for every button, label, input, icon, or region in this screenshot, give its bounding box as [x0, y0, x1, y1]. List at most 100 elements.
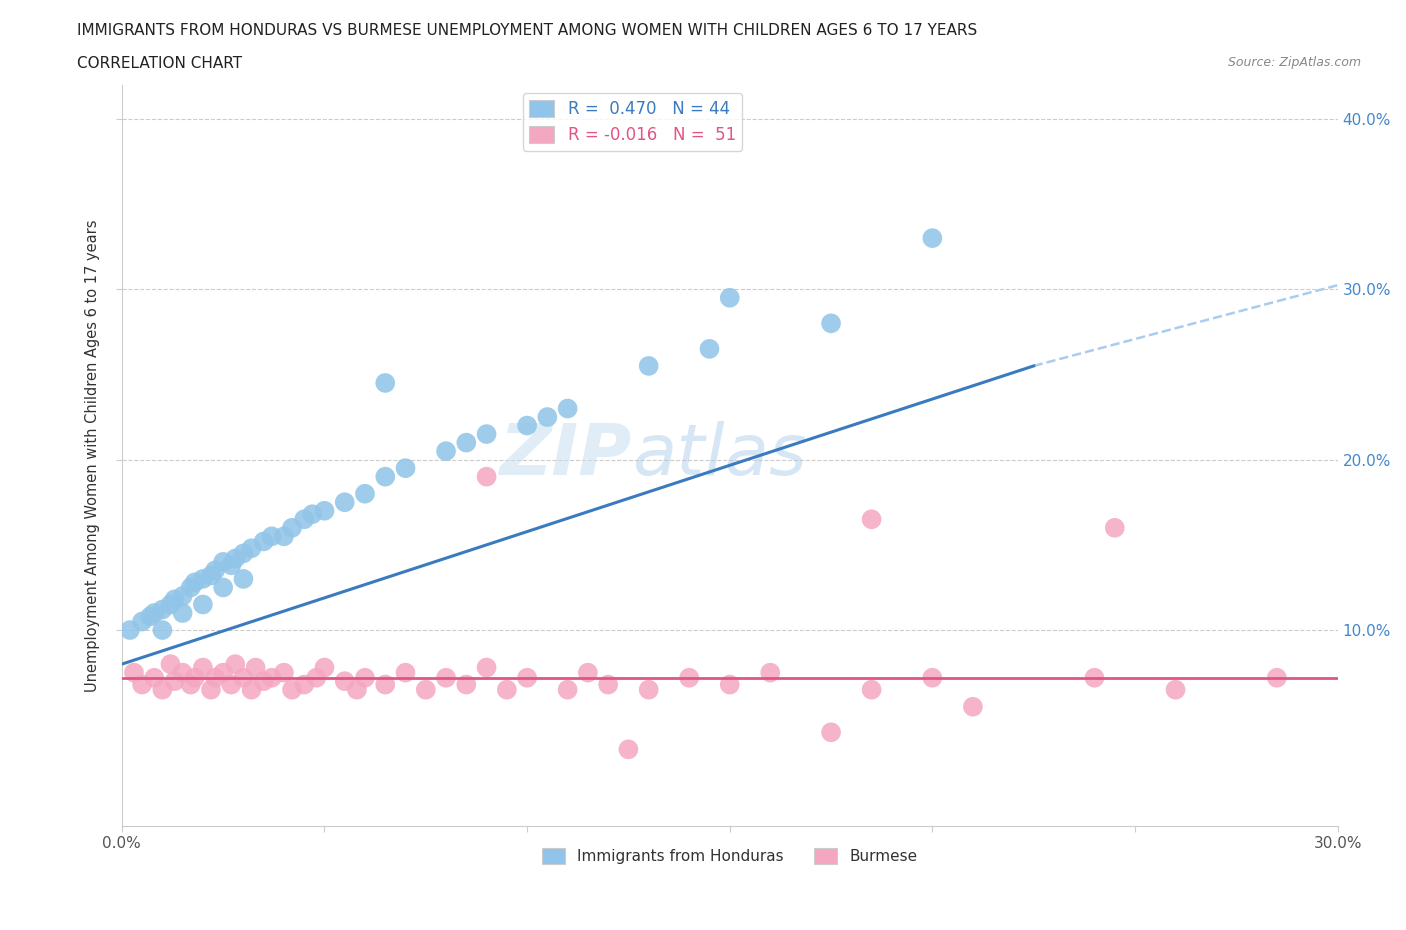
Point	[281, 683, 304, 698]
Point	[394, 460, 416, 475]
Point	[354, 486, 377, 501]
Point	[598, 677, 620, 692]
Point	[232, 571, 254, 586]
Point	[150, 683, 173, 698]
Point	[172, 589, 194, 604]
Y-axis label: Unemployment Among Women with Children Ages 6 to 17 years: Unemployment Among Women with Children A…	[86, 219, 100, 692]
Point	[557, 683, 579, 698]
Point	[820, 316, 842, 331]
Point	[475, 427, 498, 442]
Point	[759, 665, 782, 680]
Point	[637, 683, 659, 698]
Point	[143, 671, 166, 685]
Point	[346, 683, 368, 698]
Point	[305, 671, 328, 685]
Point	[374, 376, 396, 391]
Point	[434, 444, 457, 458]
Point	[172, 665, 194, 680]
Point	[191, 571, 214, 586]
Point	[374, 677, 396, 692]
Point	[163, 591, 186, 606]
Point	[576, 665, 599, 680]
Point	[301, 507, 323, 522]
Text: atlas: atlas	[633, 421, 807, 490]
Point	[204, 671, 226, 685]
Point	[617, 742, 640, 757]
Point	[180, 580, 202, 595]
Point	[718, 290, 741, 305]
Point	[159, 657, 181, 671]
Point	[131, 614, 153, 629]
Point	[180, 677, 202, 692]
Point	[260, 529, 283, 544]
Point	[139, 609, 162, 624]
Point	[516, 418, 538, 433]
Text: ZIP: ZIP	[501, 421, 633, 490]
Point	[253, 534, 276, 549]
Point	[1164, 683, 1187, 698]
Point	[172, 605, 194, 620]
Point	[273, 665, 295, 680]
Point	[415, 683, 437, 698]
Point	[456, 677, 478, 692]
Point	[219, 558, 242, 573]
Point	[333, 495, 356, 510]
Point	[212, 580, 235, 595]
Point	[281, 521, 304, 536]
Point	[150, 622, 173, 637]
Legend: Immigrants from Honduras, Burmese: Immigrants from Honduras, Burmese	[536, 842, 924, 870]
Point	[860, 683, 883, 698]
Point	[475, 660, 498, 675]
Point	[232, 671, 254, 685]
Point	[699, 341, 721, 356]
Point	[131, 677, 153, 692]
Point	[224, 551, 246, 566]
Point	[456, 435, 478, 450]
Point	[163, 673, 186, 688]
Point	[1104, 521, 1126, 536]
Point	[921, 231, 943, 246]
Point	[118, 622, 141, 637]
Point	[314, 660, 336, 675]
Point	[240, 541, 263, 556]
Point	[1265, 671, 1288, 685]
Point	[260, 671, 283, 685]
Point	[150, 602, 173, 617]
Point	[191, 660, 214, 675]
Point	[962, 699, 984, 714]
Point	[354, 671, 377, 685]
Point	[273, 529, 295, 544]
Point	[212, 554, 235, 569]
Point	[200, 683, 222, 698]
Point	[245, 660, 267, 675]
Point	[475, 470, 498, 485]
Text: IMMIGRANTS FROM HONDURAS VS BURMESE UNEMPLOYMENT AMONG WOMEN WITH CHILDREN AGES : IMMIGRANTS FROM HONDURAS VS BURMESE UNEM…	[77, 23, 977, 38]
Point	[122, 665, 145, 680]
Point	[820, 724, 842, 739]
Point	[374, 470, 396, 485]
Point	[516, 671, 538, 685]
Text: CORRELATION CHART: CORRELATION CHART	[77, 56, 242, 71]
Point	[191, 597, 214, 612]
Point	[557, 401, 579, 416]
Point	[232, 546, 254, 561]
Point	[637, 358, 659, 373]
Point	[240, 683, 263, 698]
Point	[678, 671, 700, 685]
Text: Source: ZipAtlas.com: Source: ZipAtlas.com	[1227, 56, 1361, 69]
Point	[314, 503, 336, 518]
Point	[333, 673, 356, 688]
Point	[921, 671, 943, 685]
Point	[1083, 671, 1105, 685]
Point	[495, 683, 517, 698]
Point	[292, 677, 315, 692]
Point	[212, 665, 235, 680]
Point	[200, 568, 222, 583]
Point	[536, 409, 558, 424]
Point	[253, 673, 276, 688]
Point	[143, 605, 166, 620]
Point	[394, 665, 416, 680]
Point	[292, 512, 315, 526]
Point	[224, 657, 246, 671]
Point	[718, 677, 741, 692]
